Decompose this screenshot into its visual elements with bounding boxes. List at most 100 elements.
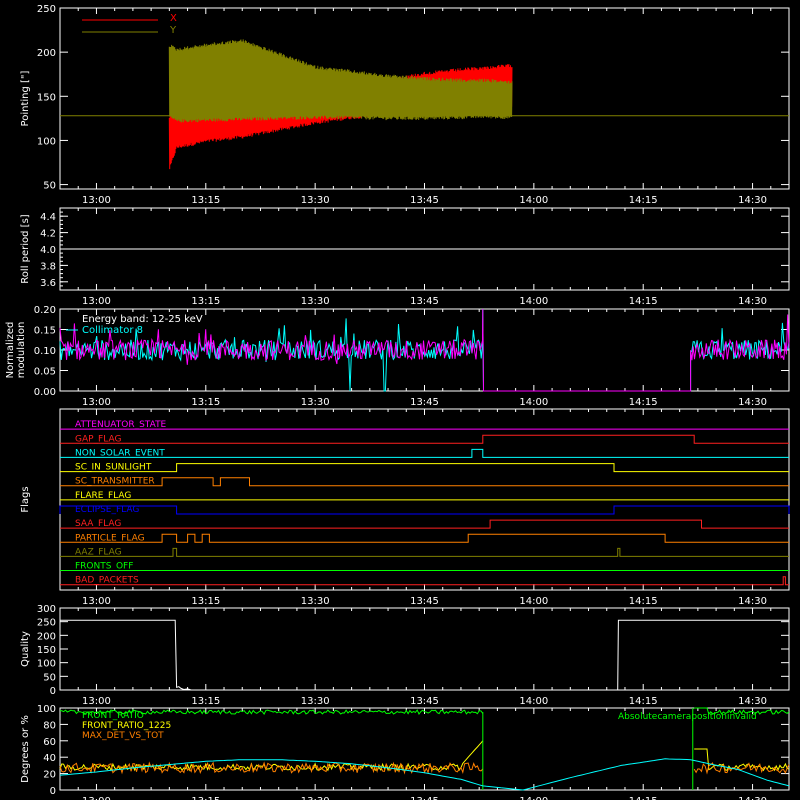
legend-label: X: [170, 13, 177, 24]
y-axis-label: Normalized: [5, 322, 16, 379]
x-tick-label: 14:00: [519, 596, 548, 607]
x-tick-label: 13:15: [191, 195, 220, 206]
x-tick-label: 13:45: [410, 195, 439, 206]
x-tick-label: 14:00: [519, 796, 548, 800]
y-axis-label: Degrees or %: [20, 715, 31, 783]
y-tick-label: 250: [37, 4, 56, 15]
x-tick-label: 13:15: [191, 296, 220, 307]
x-tick-label: 14:15: [629, 397, 658, 408]
flag-sc-in-sunlight-line: [60, 463, 789, 473]
x-tick-label: 14:30: [738, 796, 767, 800]
x-tick-label: 14:00: [519, 696, 548, 707]
x-tick-label: 13:30: [301, 796, 330, 800]
y-tick-label: 80: [43, 720, 56, 731]
series-front-ratio-line: [60, 707, 790, 716]
x-tick-label: 13:15: [191, 596, 220, 607]
x-tick-label: 13:30: [301, 296, 330, 307]
y-tick-label: 20: [43, 770, 56, 781]
x-tick-label: 13:30: [301, 696, 330, 707]
invalid-position-note: Absolutecamerapositioninvalid: [618, 712, 757, 722]
y-axis-label: Flags: [20, 486, 31, 512]
flag-label: SC_TRANSMITTER: [75, 477, 155, 487]
x-tick-label: 13:00: [82, 195, 111, 206]
flag-saa-flag-line: [60, 519, 789, 529]
y-tick-label: 150: [37, 92, 56, 103]
x-tick-label: 14:30: [738, 397, 767, 408]
x-tick-label: 13:15: [191, 696, 220, 707]
flag-label: ATTENUATOR_STATE: [75, 420, 167, 430]
modulation-line: [59, 308, 790, 392]
x-tick-label: 13:45: [410, 796, 439, 800]
legend-label: FRONT_RATIO_1225: [82, 721, 171, 731]
legend-label: MAX_DET_VS_TOT: [82, 731, 164, 741]
y-tick-label: 0.05: [34, 367, 56, 378]
flag-eclipse-flag-line: [59, 505, 790, 515]
quality-line: [60, 619, 789, 691]
y-axis-label: Quality: [20, 631, 31, 667]
x-tick-label: 14:15: [629, 696, 658, 707]
flag-particle-flag-line: [60, 533, 789, 543]
y-tick-label: 200: [37, 631, 56, 642]
series-y-line: [168, 39, 513, 123]
y-tick-label: 250: [37, 618, 56, 629]
x-tick-label: 13:30: [301, 397, 330, 408]
panel-2: 13:00 13:15 13:30 13:45 14:00 14:15 14:30 Roll …: [20, 207, 790, 307]
x-tick-label: 14:15: [629, 296, 658, 307]
x-tick-label: 14:30: [738, 696, 767, 707]
x-tick-label: 13:15: [191, 796, 220, 800]
y-axis-label: Roll period [s]: [20, 214, 31, 283]
y-tick-label: 3.6: [40, 278, 56, 289]
y-tick-label: 3.8: [40, 261, 56, 272]
x-tick-label: 13:45: [410, 596, 439, 607]
panel-4: 13:00 13:15 13:30 13:45 14:00 14:15 14:30 Flags…: [20, 408, 790, 607]
angle-curve: [59, 758, 790, 791]
x-tick-label: 13:00: [82, 397, 111, 408]
y-tick-label: 4.4: [40, 212, 56, 223]
y-tick-label: 100: [37, 704, 56, 715]
x-tick-label: 13:00: [82, 696, 111, 707]
y-tick-label: 0: [50, 686, 56, 697]
x-tick-label: 13:45: [410, 296, 439, 307]
y-tick-label: 200: [37, 48, 56, 59]
x-tick-label: 14:00: [519, 296, 548, 307]
x-tick-label: 13:45: [410, 696, 439, 707]
flag-bad-packets-line: [60, 576, 789, 586]
x-tick-label: 14:00: [519, 397, 548, 408]
flag-gap-flag-line: [60, 434, 789, 444]
flag-non-solar-event-line: [60, 448, 789, 458]
y-axis-label: modulation: [16, 322, 27, 379]
y-tick-label: 100: [37, 136, 56, 147]
y-tick-label: 4.0: [40, 245, 56, 256]
x-tick-label: 13:15: [191, 397, 220, 408]
y-tick-label: 40: [43, 753, 56, 764]
y-tick-label: 0: [50, 786, 56, 797]
panel-6: 13:00 13:15 13:30 13:45 14:00 14:15 14:30 Degre…: [20, 704, 790, 800]
y-tick-label: 100: [37, 659, 56, 670]
y-tick-label: 0.15: [34, 326, 56, 337]
x-tick-label: 13:00: [82, 296, 111, 307]
x-tick-label: 13:30: [301, 596, 330, 607]
y-axis-label: Pointing ["]: [20, 70, 31, 126]
y-tick-label: 50: [43, 181, 56, 192]
collimator-8-line: [59, 308, 790, 392]
flag-label: SC_IN_SUNLIGHT: [75, 463, 152, 473]
x-tick-label: 14:15: [629, 195, 658, 206]
x-tick-label: 14:00: [519, 195, 548, 206]
panel-5: 13:00 13:15 13:30 13:45 14:00 14:15 14:30 Quali…: [20, 604, 790, 707]
y-tick-label: 150: [37, 645, 56, 656]
flag-label: FLARE_FLAG: [75, 491, 131, 501]
flag-label: FRONTS_OFF: [75, 562, 133, 572]
x-tick-label: 14:30: [738, 195, 767, 206]
flag-label: NON_SOLAR_EVENT: [75, 448, 165, 458]
x-tick-label: 14:30: [738, 296, 767, 307]
flag-label: AAZ_FLAG: [75, 547, 122, 557]
x-tick-label: 14:15: [629, 596, 658, 607]
y-tick-label: 50: [43, 672, 56, 683]
y-tick-label: 0.00: [34, 387, 56, 398]
legend-label: FRONT_RATIO: [82, 711, 144, 721]
y-tick-label: 60: [43, 737, 56, 748]
legend: XY: [82, 13, 177, 36]
y-tick-label: 0.20: [34, 305, 56, 316]
energy-band-label: Energy band: 12-25 keV: [82, 314, 203, 325]
